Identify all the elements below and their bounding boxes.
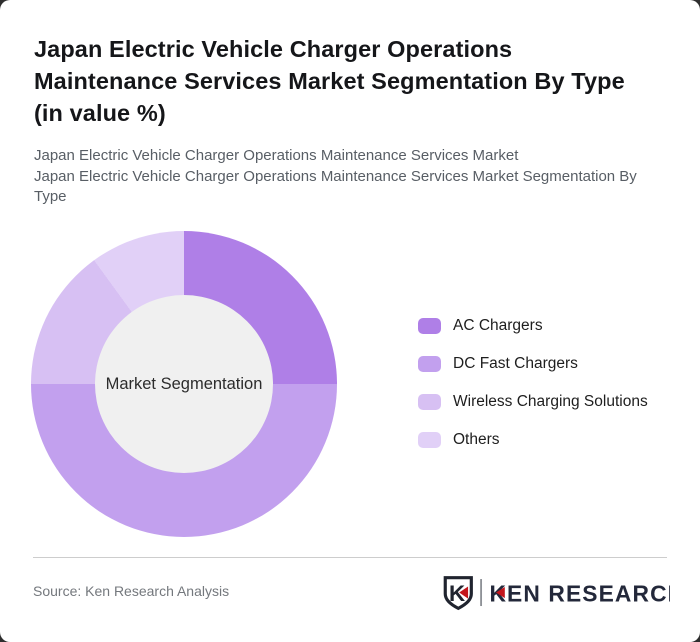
subtitle: Japan Electric Vehicle Charger Operation… <box>34 146 637 208</box>
shield-k-icon: K <box>443 576 473 611</box>
legend-item: Wireless Charging Solutions <box>418 393 648 410</box>
chart-legend: AC Chargers DC Fast Chargers Wireless Ch… <box>418 317 648 470</box>
subtitle-line-3: Type <box>34 188 67 205</box>
legend-label: Others <box>453 431 500 448</box>
footer-divider <box>33 557 667 558</box>
legend-swatch-others <box>418 432 441 448</box>
legend-swatch-dc-fast-chargers <box>418 356 441 372</box>
legend-label: Wireless Charging Solutions <box>453 393 648 410</box>
brand-wordmark: KEN RESEARCH <box>489 580 670 606</box>
title-line-3: (in value %) <box>34 100 166 126</box>
donut-center: Market Segmentation <box>95 295 273 473</box>
ken-research-logo: K KEN RESEARCH <box>443 576 670 611</box>
source-text: Source: Ken Research Analysis <box>33 583 230 599</box>
legend-swatch-wireless-charging <box>418 394 441 410</box>
page-title: Japan Electric Vehicle Charger Operation… <box>34 33 625 129</box>
legend-item: DC Fast Chargers <box>418 355 648 372</box>
legend-label: AC Chargers <box>453 317 543 334</box>
svg-text:K: K <box>449 581 465 606</box>
legend-item: Others <box>418 431 648 448</box>
legend-label: DC Fast Chargers <box>453 355 578 372</box>
brand-k-accent <box>495 586 505 599</box>
subtitle-line-2: Japan Electric Vehicle Charger Operation… <box>34 167 637 185</box>
title-line-1: Japan Electric Vehicle Charger Operation… <box>34 36 513 62</box>
donut-chart: Market Segmentation <box>31 231 337 537</box>
subtitle-line-1: Japan Electric Vehicle Charger Operation… <box>34 147 519 164</box>
legend-item: AC Chargers <box>418 317 648 334</box>
donut-center-label: Market Segmentation <box>105 374 263 393</box>
logo-divider-bar <box>480 579 483 607</box>
legend-swatch-ac-chargers <box>418 318 441 334</box>
title-line-2: Maintenance Services Market Segmentation… <box>34 68 625 94</box>
